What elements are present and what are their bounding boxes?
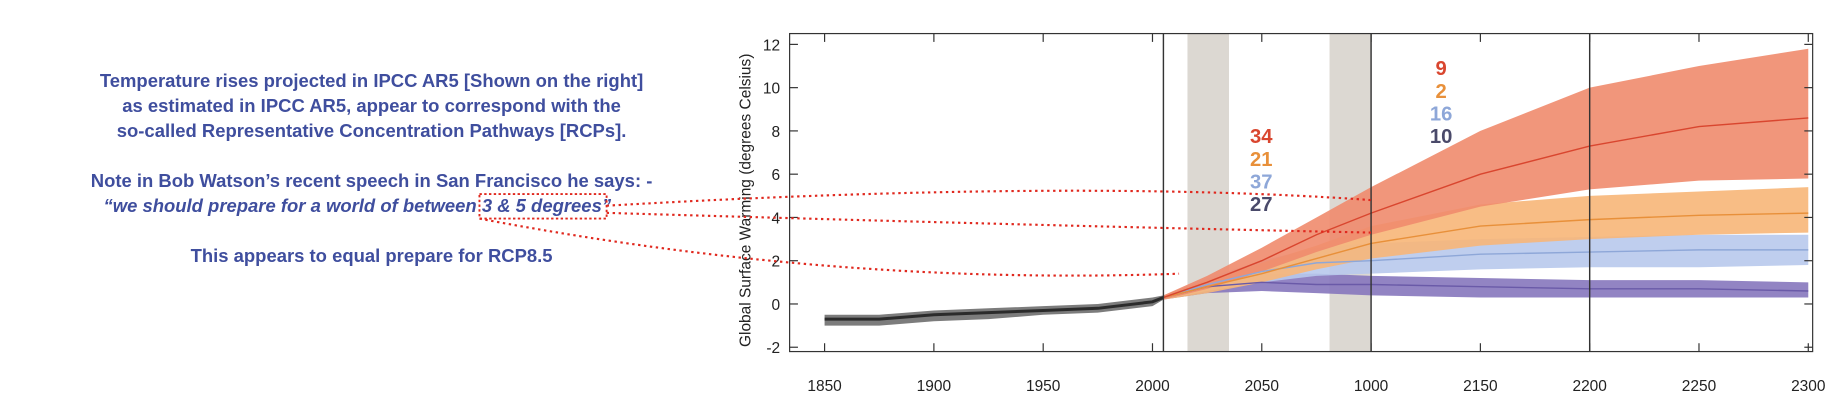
y-tick-label: 0 — [771, 297, 780, 314]
y-tick-label: 10 — [763, 81, 780, 98]
note-line: so-called Representative Concentration P… — [117, 120, 627, 141]
x-tick-label: 2050 — [1245, 378, 1279, 395]
mean-line — [824, 296, 1164, 321]
connector — [606, 189, 1373, 207]
x-tick-label: 1000 — [1354, 378, 1388, 395]
model-count: 10 — [1430, 126, 1453, 148]
conclusion: This appears to equal prepare for RCP8.5 — [191, 245, 553, 266]
x-tick-label: 2300 — [1791, 378, 1825, 395]
model-count: 37 — [1250, 171, 1273, 193]
connector — [479, 217, 1180, 277]
x-tick-label: 1950 — [1026, 378, 1060, 395]
note-line: Note in Bob Watson’s recent speech in Sa… — [91, 170, 653, 191]
range-band — [1163, 48, 1809, 300]
highlight-box — [478, 193, 608, 220]
model-count: 16 — [1430, 104, 1453, 126]
y-tick-label: 8 — [771, 124, 780, 141]
notes: Temperature rises projected in IPCC AR5 … — [91, 70, 653, 266]
y-tick-label: -2 — [766, 340, 780, 357]
quote: “we should prepare for a world of betwee… — [103, 195, 611, 216]
model-count: 27 — [1250, 194, 1273, 216]
x-tick-label: 2000 — [1135, 378, 1169, 395]
range-band — [824, 295, 1164, 326]
note-line: Temperature rises projected in IPCC AR5 … — [100, 70, 643, 91]
range-band — [1163, 187, 1809, 300]
quote-highlight: 3 & 5 degrees — [482, 195, 602, 216]
x-tick-label: 2200 — [1572, 378, 1606, 395]
x-tick-label: 1900 — [917, 378, 951, 395]
y-axis-label: Global Surface Warming (degrees Celsius) — [737, 54, 754, 347]
model-count: 21 — [1250, 149, 1273, 171]
y-tick-label: 6 — [771, 167, 780, 184]
plot-frame — [789, 32, 1814, 353]
connector — [606, 211, 1373, 234]
note-line: as estimated in IPCC AR5, appear to corr… — [122, 95, 621, 116]
model-count: 34 — [1250, 126, 1273, 148]
model-count: 9 — [1435, 58, 1446, 80]
y-tick-label: 12 — [763, 37, 780, 54]
x-tick-label: 2250 — [1682, 378, 1716, 395]
model-count: 2 — [1435, 81, 1446, 103]
x-tick-label: 2150 — [1463, 378, 1497, 395]
x-tick-label: 1850 — [807, 378, 841, 395]
y-tick-label: 4 — [771, 210, 780, 227]
quote-part: “we should prepare for a world of betwee… — [103, 195, 481, 216]
